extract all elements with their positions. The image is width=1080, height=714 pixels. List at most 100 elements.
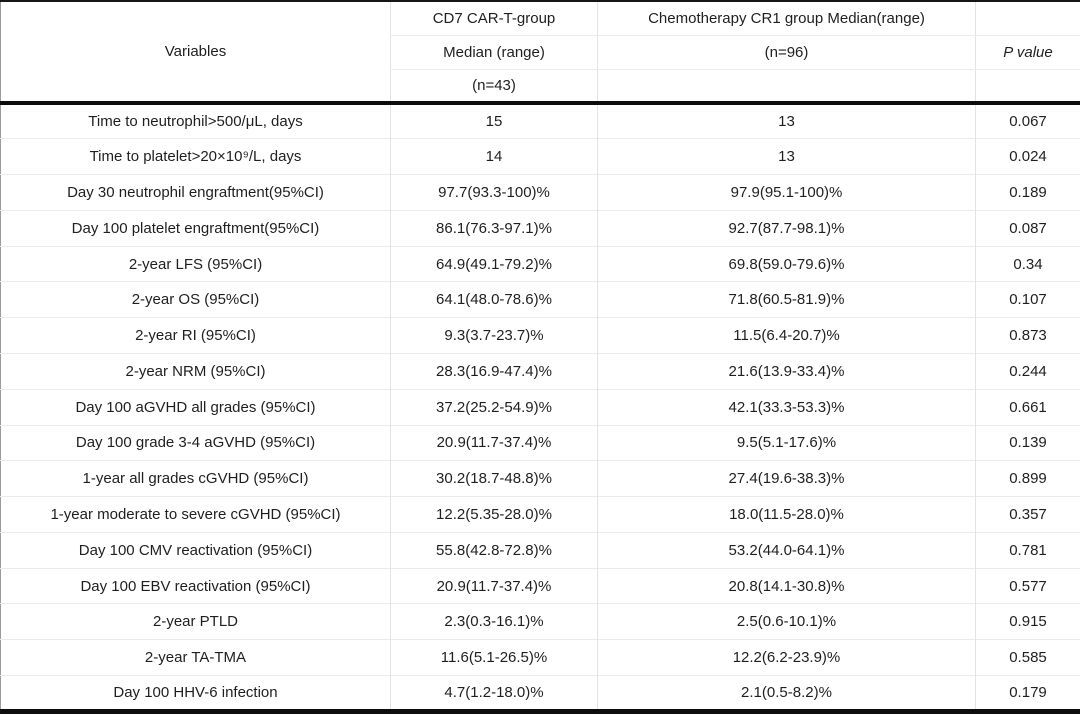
variable-cell: 1-year moderate to severe cGVHD (95%CI) — [0, 496, 391, 533]
table-row: Day 100 EBV reactivation (95%CI) 20.9(11.… — [0, 567, 1080, 604]
header-row-2: Median (range) (n=96) P value — [1, 35, 1080, 70]
variable-cell: 2-year PTLD — [0, 603, 391, 640]
table-row: Time to neutrophil>500/μL, days 15 13 0.067 — [1, 103, 1080, 139]
table-row: 2-year OS (95%CI) 64.1(48.0-78.6)% 71.8(60… — [0, 281, 1080, 318]
table-row: Day 100 CMV reactivation (95%CI) 55.8(42.… — [0, 531, 1080, 569]
variable-cell: Day 30 neutrophil engraftment(95%CI) — [0, 174, 391, 211]
chemo-value-cell: 2.5(0.6-10.1)% — [597, 603, 976, 640]
chemo-value-cell: 92.7(87.7-98.1)% — [597, 209, 976, 247]
p-value-cell: 0.244 — [975, 352, 1080, 390]
car-t-value-cell: 86.1(76.3-97.1)% — [390, 209, 598, 247]
car-t-value-cell: 4.7(1.2-18.0)% — [390, 675, 598, 712]
variable-cell: Day 100 HHV-6 infection — [0, 675, 391, 712]
header-row-1: Variables CD7 CAR-T-group Chemotherapy C… — [1, 1, 1080, 60]
chemo-group-header-line3 — [597, 69, 976, 103]
variable-cell: 2-year TA-TMA — [0, 639, 391, 676]
table-row: Day 100 HHV-6 infection 4.7(1.2-18.0)% 2.1… — [0, 675, 1080, 712]
variable-cell: Day 100 platelet engraftment(95%CI) — [0, 209, 391, 247]
p-value-cell: 0.139 — [975, 424, 1080, 461]
p-value-cell: 0.024 — [975, 138, 1080, 175]
variable-cell: 2-year RI (95%CI) — [0, 317, 391, 354]
car-t-value-cell: 11.6(5.1-26.5)% — [390, 639, 598, 676]
chemo-value-cell: 9.5(5.1-17.6)% — [597, 424, 976, 461]
p-value-cell: 0.067 — [975, 103, 1080, 139]
chemo-value-cell: 69.8(59.0-79.6)% — [597, 245, 976, 282]
car-t-value-cell: 14 — [390, 138, 598, 175]
table-row: Day 100 aGVHD all grades (95%CI) 37.2(25.… — [0, 388, 1080, 426]
p-value-cell: 0.915 — [975, 603, 1080, 640]
table-body: Time to neutrophil>500/μL, days 15 13 0.067… — [0, 103, 1080, 712]
car-t-group-header-line1: CD7 CAR-T-group — [390, 1, 598, 36]
car-t-value-cell: 9.3(3.7-23.7)% — [390, 317, 598, 354]
p-value-cell: 0.189 — [975, 174, 1080, 211]
p-value-header-label: P value — [975, 35, 1080, 70]
p-value-cell: 0.179 — [975, 675, 1080, 712]
chemo-value-cell: 11.5(6.4-20.7)% — [597, 317, 976, 354]
chemo-value-cell: 71.8(60.5-81.9)% — [597, 281, 976, 318]
car-t-value-cell: 55.8(42.8-72.8)% — [390, 531, 598, 569]
p-value-cell: 0.34 — [975, 245, 1080, 282]
chemo-value-cell: 2.1(0.5-8.2)% — [597, 675, 976, 712]
variables-column-header: Variables — [164, 43, 227, 60]
variable-cell: 1-year all grades cGVHD (95%CI) — [0, 460, 391, 497]
car-t-value-cell: 2.3(0.3-16.1)% — [390, 603, 598, 640]
p-value-cell: 0.585 — [975, 639, 1080, 676]
table-row: Day 100 grade 3-4 aGVHD (95%CI) 20.9(11.7… — [0, 424, 1080, 461]
p-value-cell: 0.107 — [975, 281, 1080, 318]
variable-cell: Day 100 EBV reactivation (95%CI) — [0, 567, 391, 604]
car-t-value-cell: 30.2(18.7-48.8)% — [390, 460, 598, 497]
car-t-value-cell: 12.2(5.35-28.0)% — [390, 496, 598, 533]
car-t-value-cell: 20.9(11.7-37.4)% — [390, 567, 598, 604]
table-row: Time to platelet>20×10⁹/L, days 14 13 0.024 — [0, 138, 1080, 175]
chemo-value-cell: 42.1(33.3-53.3)% — [597, 388, 976, 426]
table-row: 2-year NRM (95%CI) 28.3(16.9-47.4)% 21.6(1… — [0, 352, 1080, 390]
p-value-cell: 0.577 — [975, 567, 1080, 604]
variable-cell: Day 100 CMV reactivation (95%CI) — [0, 531, 391, 569]
chemo-value-cell: 12.2(6.2-23.9)% — [597, 639, 976, 676]
variable-cell: 2-year OS (95%CI) — [0, 281, 391, 318]
p-value-cell: 0.357 — [975, 496, 1080, 533]
p-value-cell: 0.873 — [975, 317, 1080, 354]
chemo-value-cell: 18.0(11.5-28.0)% — [597, 496, 976, 533]
table-row: 2-year RI (95%CI) 9.3(3.7-23.7)% 11.5(6.4-… — [0, 317, 1080, 354]
chemo-value-cell: 13 — [597, 103, 976, 139]
p-value-header-line1 — [975, 1, 1080, 36]
car-t-value-cell: 20.9(11.7-37.4)% — [390, 424, 598, 461]
p-value-cell: 0.087 — [975, 209, 1080, 247]
variable-cell: Time to neutrophil>500/μL, days — [88, 113, 303, 131]
car-t-value-cell: 64.1(48.0-78.6)% — [390, 281, 598, 318]
car-t-value-cell: 97.7(93.3-100)% — [390, 174, 598, 211]
table-row: 1-year all grades cGVHD (95%CI) 30.2(18.7… — [0, 460, 1080, 497]
variable-cell: 2-year NRM (95%CI) — [0, 352, 391, 390]
table-header: Variables CD7 CAR-T-group Chemotherapy C… — [0, 1, 1080, 103]
table-row: 2-year LFS (95%CI) 64.9(49.1-79.2)% 69.8(5… — [0, 245, 1080, 282]
car-t-value-cell: 28.3(16.9-47.4)% — [390, 352, 598, 390]
header-row-3: (n=43) — [1, 69, 1080, 103]
variable-cell: Day 100 aGVHD all grades (95%CI) — [0, 388, 391, 426]
table-row: 2-year TA-TMA 11.6(5.1-26.5)% 12.2(6.2-23.… — [0, 639, 1080, 676]
chemo-value-cell: 27.4(19.6-38.3)% — [597, 460, 976, 497]
table-row: Day 30 neutrophil engraftment(95%CI) 97.7… — [0, 174, 1080, 211]
table-row: 1-year moderate to severe cGVHD (95%CI) 1… — [0, 496, 1080, 533]
variable-cell: Day 100 grade 3-4 aGVHD (95%CI) — [0, 424, 391, 461]
p-value-cell: 0.781 — [975, 531, 1080, 569]
chemo-value-cell: 53.2(44.0-64.1)% — [597, 531, 976, 569]
chemo-group-header-line2: (n=96) — [597, 35, 976, 70]
chemo-value-cell: 97.9(95.1-100)% — [597, 174, 976, 211]
car-t-value-cell: 37.2(25.2-54.9)% — [390, 388, 598, 426]
p-value-cell: 0.899 — [975, 460, 1080, 497]
car-t-group-header-line2: Median (range) — [390, 35, 598, 70]
chemo-value-cell: 20.8(14.1-30.8)% — [597, 567, 976, 604]
chemo-value-cell: 13 — [597, 138, 976, 175]
chemo-group-header-line1: Chemotherapy CR1 group Median(range) — [597, 1, 976, 36]
car-t-value-cell: 15 — [390, 103, 598, 139]
table-row: 2-year PTLD 2.3(0.3-16.1)% 2.5(0.6-10.1)% 0… — [0, 603, 1080, 640]
p-value-cell: 0.661 — [975, 388, 1080, 426]
p-value-header-line3 — [975, 69, 1080, 103]
chemo-value-cell: 21.6(13.9-33.4)% — [597, 352, 976, 390]
variable-cell: 2-year LFS (95%CI) — [0, 245, 391, 282]
variable-cell: Time to platelet>20×10⁹/L, days — [0, 138, 391, 175]
car-t-group-header-line3: (n=43) — [390, 69, 598, 103]
